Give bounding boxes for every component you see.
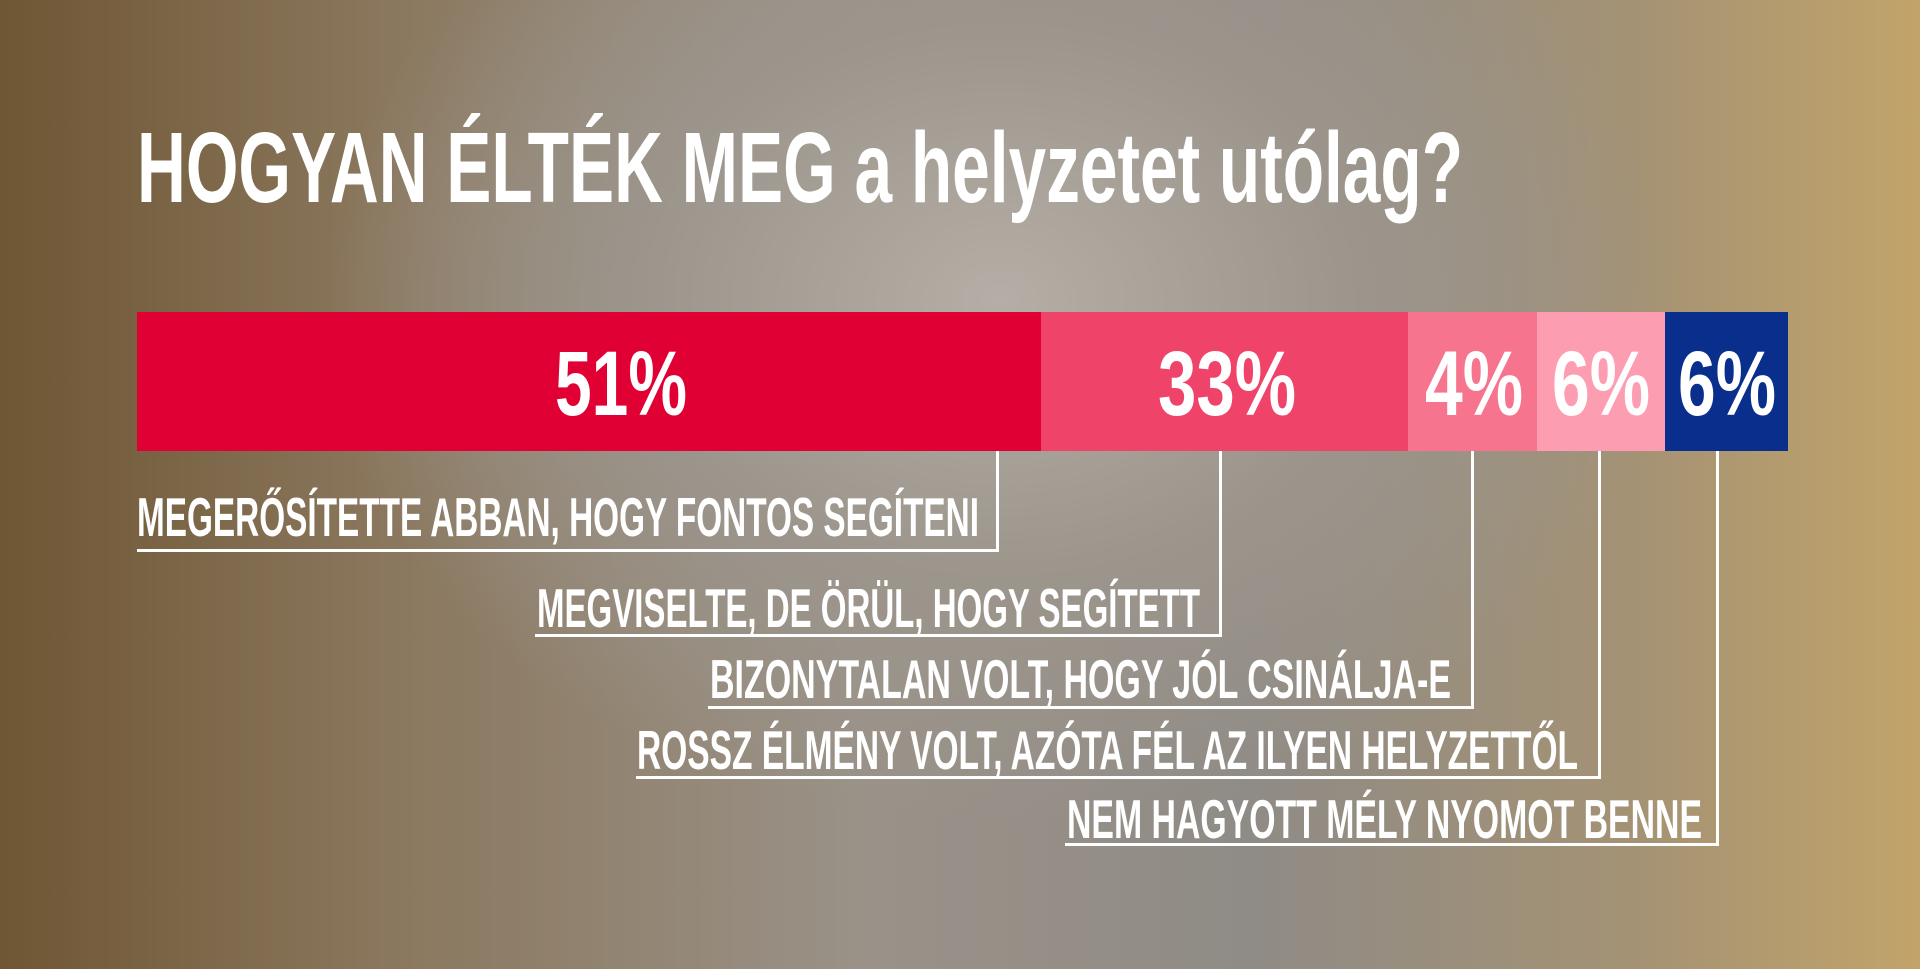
leader-line-5-horizontal — [1065, 843, 1719, 846]
leader-line-4-vertical — [1598, 451, 1601, 779]
data-label-5: 6% — [1678, 333, 1776, 435]
leader-line-1-horizontal — [137, 549, 999, 552]
data-label-1: 51% — [555, 333, 687, 435]
leader-line-2-vertical — [1219, 451, 1222, 637]
data-label-3: 4% — [1425, 333, 1523, 435]
leader-line-4-horizontal — [636, 776, 1601, 779]
leader-line-3-horizontal — [708, 706, 1474, 709]
leader-line-2-horizontal — [535, 634, 1222, 637]
category-label-3: BIZONYTALAN VOLT, HOGY JÓL CSINÁLJA-E — [710, 648, 1451, 710]
leader-line-1-vertical — [996, 451, 999, 552]
leader-line-3-vertical — [1471, 451, 1474, 709]
chart-title: HOGYAN ÉLTÉK MEG a helyzetet utólag? — [137, 112, 1463, 224]
bar-segment-5 — [1665, 312, 1788, 451]
category-label-4: ROSSZ ÉLMÉNY VOLT, AZÓTA FÉL AZ ILYEN HE… — [637, 719, 1578, 781]
data-label-4: 6% — [1552, 333, 1650, 435]
category-label-5: NEM HAGYOTT MÉLY NYOMOT BENNE — [1067, 788, 1702, 850]
category-label-1: MEGERŐSÍTETTE ABBAN, HOGY FONTOS SEGÍTEN… — [137, 486, 979, 548]
bar-segment-3 — [1408, 312, 1537, 451]
leader-line-5-vertical — [1716, 451, 1719, 846]
data-label-2: 33% — [1158, 333, 1296, 435]
bar-segment-4 — [1537, 312, 1665, 451]
category-label-2: MEGVISELTE, DE ÖRÜL, HOGY SEGÍTETT — [537, 577, 1200, 639]
bar-segment-2 — [1041, 312, 1408, 451]
bar-segment-1 — [137, 312, 1041, 451]
